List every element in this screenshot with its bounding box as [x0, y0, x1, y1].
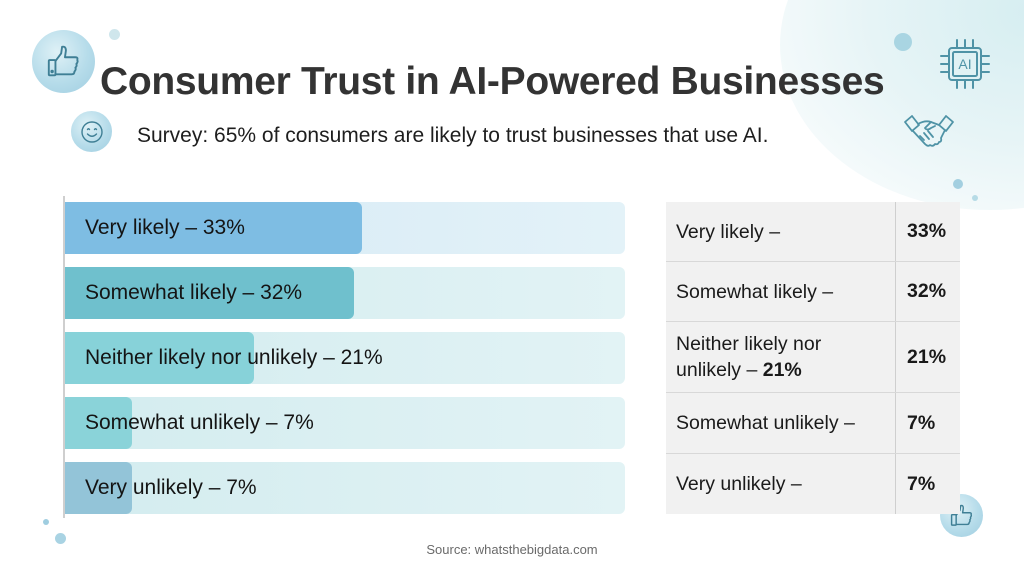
table-row: Somewhat unlikely – 7% [666, 393, 960, 454]
page-subtitle: Survey: 65% of consumers are likely to t… [137, 124, 769, 147]
bar-row: Very likely – 33% [65, 202, 625, 254]
decorative-dot [109, 29, 120, 40]
handshake-icon [903, 112, 955, 154]
bar-fill-somewhat-unlikely [65, 397, 132, 449]
decorative-dot [894, 33, 912, 51]
ai-chip-icon: AI [937, 36, 993, 92]
bar-label: Neither likely nor unlikely – 21% [85, 346, 383, 369]
table-cell-label: Very unlikely – [666, 454, 896, 514]
bar-row: Somewhat likely – 32% [65, 267, 625, 319]
bar-fill-somewhat-likely [65, 267, 354, 319]
decorative-dot [55, 533, 66, 544]
bar-row: Somewhat unlikely – 7% [65, 397, 625, 449]
decorative-dot [972, 195, 978, 201]
table-cell-label-line1: Neither likely nor [676, 333, 822, 355]
decorative-dot [43, 519, 49, 525]
bar-fill-very-unlikely [65, 462, 132, 514]
table-cell-label-line2: unlikely – 21% [676, 359, 802, 381]
table-cell-value: 7% [907, 472, 936, 495]
source-text: Source: whatsthebigdata.com [426, 542, 598, 557]
thumbs-up-icon [32, 30, 95, 93]
smiley-face-icon [71, 111, 112, 152]
table-cell-label: Somewhat unlikely – [666, 393, 896, 453]
table-row: Somewhat likely – 32% [666, 262, 960, 322]
bar-row: Very unlikely – 7% [65, 462, 625, 514]
bar-label: Very unlikely – 7% [85, 476, 257, 499]
table-cell-label: Neither likely nor unlikely – 21% [666, 322, 896, 392]
bar-label: Somewhat unlikely – 7% [85, 411, 314, 434]
table-cell-label: Somewhat likely – [666, 262, 896, 321]
table-row: Very likely – 33% [666, 202, 960, 262]
table-cell-value: 33% [907, 220, 947, 242]
bar-label: Somewhat likely – 32% [85, 281, 303, 304]
bar-label: Very likely – 33% [85, 216, 245, 239]
decorative-dot [953, 179, 963, 189]
table-row: Very unlikely – 7% [666, 454, 960, 514]
bar-fill-neither [65, 332, 254, 384]
table-cell-value: 7% [907, 411, 936, 434]
table-cell-label: Very likely – [666, 202, 896, 261]
bar-fill-very-likely [65, 202, 362, 254]
summary-table: Very likely – 33% Somewhat likely – 32% … [666, 202, 960, 514]
bar-row: Neither likely nor unlikely – 21% [65, 332, 625, 384]
ai-chip-label: AI [958, 56, 972, 72]
source-credit: Source: whatsthebigdata.com [0, 542, 1024, 557]
table-row: Neither likely nor unlikely – 21% 21% [666, 322, 960, 393]
table-cell-value: 21% [907, 345, 947, 368]
chart-axis-line [63, 196, 65, 518]
background-gradient-blob [780, 0, 1024, 210]
page-title: Consumer Trust in AI-Powered Businesses [100, 60, 885, 103]
table-cell-value: 32% [907, 280, 947, 302]
